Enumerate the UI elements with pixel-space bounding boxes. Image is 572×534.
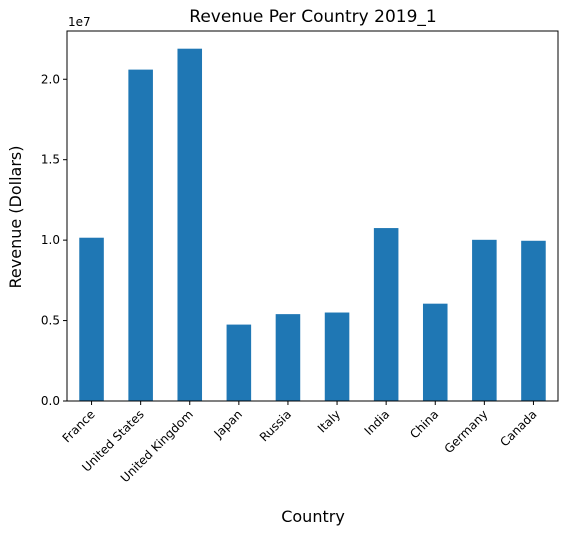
y-tick-label: 1.0	[41, 233, 60, 247]
y-axis-label: Revenue (Dollars)	[6, 146, 25, 289]
bar	[177, 48, 203, 402]
y-tick-label: 2.0	[41, 72, 60, 86]
bar	[226, 324, 252, 401]
y-tick-label: 1.5	[41, 153, 60, 167]
bar	[79, 237, 104, 401]
chart-title: Revenue Per Country 2019_1	[189, 7, 436, 27]
bar	[275, 314, 301, 401]
plot-frame	[66, 30, 559, 402]
bar	[373, 228, 399, 401]
bar	[521, 240, 546, 401]
y-tick-label: 0.5	[41, 314, 60, 328]
y-tick-label: 0.0	[41, 394, 60, 408]
bar	[472, 239, 497, 401]
x-axis-label: Country	[281, 507, 345, 526]
bar	[324, 312, 350, 401]
bar	[128, 69, 153, 401]
y-axis-offset-label: 1e7	[68, 15, 91, 29]
bar	[422, 303, 448, 401]
